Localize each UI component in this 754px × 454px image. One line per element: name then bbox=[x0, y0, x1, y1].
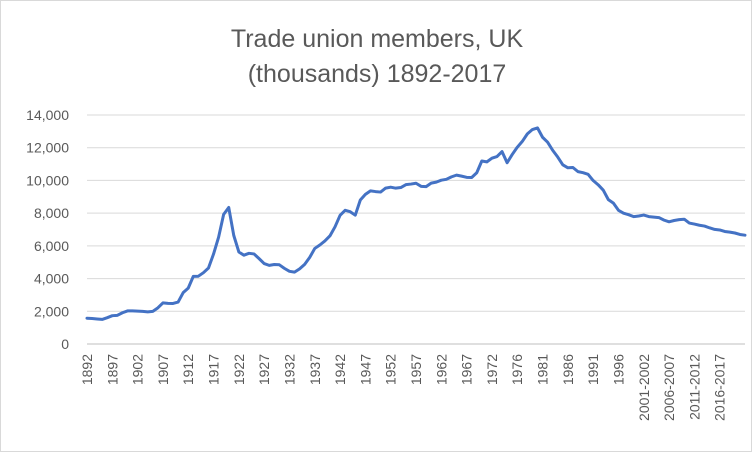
x-tick-label: 1986 bbox=[560, 354, 576, 385]
x-tick-label: 1907 bbox=[155, 354, 171, 385]
x-tick-label: 1957 bbox=[408, 354, 424, 385]
y-tick-label: 0 bbox=[61, 336, 69, 352]
x-tick-label: 1967 bbox=[459, 354, 475, 385]
y-tick-label: 4,000 bbox=[34, 271, 69, 287]
x-tick-label: 1962 bbox=[433, 354, 449, 385]
x-tick-label: 1996 bbox=[610, 354, 626, 385]
x-tick-label: 2001-2002 bbox=[636, 354, 652, 421]
x-tick-label: 2011-2012 bbox=[686, 354, 702, 420]
x-tick-label: 1902 bbox=[130, 354, 146, 385]
x-tick-label: 1942 bbox=[332, 354, 348, 385]
x-tick-label: 1991 bbox=[585, 354, 601, 385]
x-tick-label: 1976 bbox=[509, 354, 525, 385]
x-tick-label: 1932 bbox=[281, 354, 297, 385]
x-tick-label: 1892 bbox=[79, 354, 95, 385]
y-tick-label: 10,000 bbox=[26, 172, 69, 188]
y-axis-ticks: 0 2,000 4,000 6,000 8,000 10,000 12,000 14,000 bbox=[26, 107, 69, 352]
x-tick-label: 1912 bbox=[180, 354, 196, 385]
x-axis-ticks: 1892 1897 1902 1907 1912 1917 1922 1927 1932 1937… bbox=[79, 354, 728, 421]
y-tick-label: 12,000 bbox=[26, 140, 69, 156]
x-tick-label: 1952 bbox=[383, 354, 399, 385]
series-line-trade-union-members bbox=[85, 126, 747, 321]
x-tick-label: 1972 bbox=[484, 354, 500, 385]
y-tick-label: 8,000 bbox=[34, 205, 69, 221]
x-tick-label: 1927 bbox=[256, 354, 272, 385]
y-tick-label: 2,000 bbox=[34, 303, 69, 319]
gridlines bbox=[87, 114, 745, 312]
chart-title-line-1: Trade union members, UK bbox=[231, 25, 524, 53]
x-tick-label: 1947 bbox=[357, 354, 373, 385]
x-tick-label: 1917 bbox=[206, 354, 222, 385]
y-tick-label: 14,000 bbox=[26, 107, 69, 123]
x-tick-label: 1897 bbox=[104, 354, 120, 385]
x-tick-label: 1922 bbox=[231, 354, 247, 385]
y-tick-label: 6,000 bbox=[34, 238, 69, 254]
x-tick-label: 2006-2007 bbox=[661, 354, 677, 421]
chart-title-line-2: (thousands) 1892-2017 bbox=[248, 60, 507, 88]
x-tick-label: 1937 bbox=[307, 354, 323, 385]
x-tick-label: 2016-2017 bbox=[712, 354, 728, 421]
x-tick-label: 1981 bbox=[535, 354, 551, 385]
